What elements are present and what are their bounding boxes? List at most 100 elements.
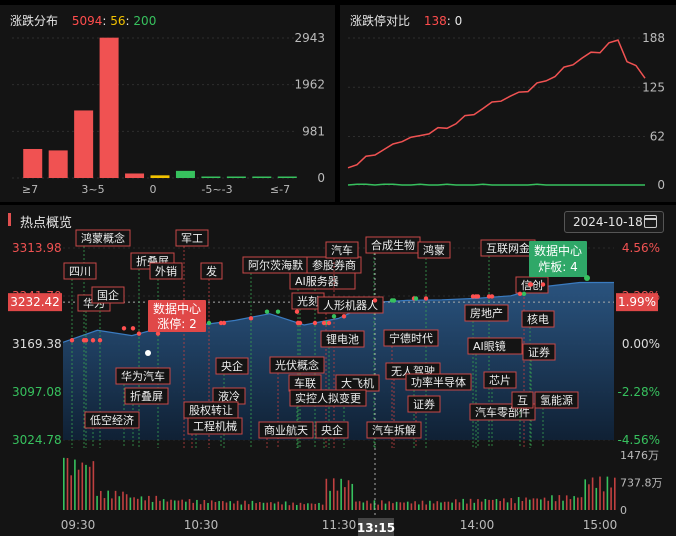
volume-bar — [247, 504, 250, 510]
title-accent — [8, 213, 11, 226]
volume-bar — [477, 499, 479, 510]
volume-bar — [284, 501, 287, 510]
tag-label: 芯片 — [489, 373, 511, 387]
volume-bar — [233, 503, 235, 510]
tag-box — [175, 229, 209, 247]
tag-label: AI眼镜 — [473, 339, 506, 353]
volume-bar — [558, 495, 561, 510]
volume-bar — [384, 503, 387, 510]
volume-bar — [103, 498, 106, 510]
distribution-title: 涨跌分布 — [10, 14, 59, 28]
bar--3~-1 — [201, 176, 221, 178]
left-tick-label: 3313.98 — [12, 241, 62, 255]
volume-bar — [580, 497, 583, 510]
limit-down-count: 0 — [454, 14, 463, 28]
volume-bar — [63, 457, 65, 510]
tag-box — [75, 229, 131, 247]
tag-box — [483, 371, 517, 389]
volume-bar — [366, 500, 368, 510]
volume-bar — [281, 504, 283, 510]
right-tick-label: 0.00% — [622, 337, 660, 351]
volume-bar — [403, 502, 405, 510]
volume-tick-label: 737.8万 — [620, 477, 663, 490]
tag-box — [315, 421, 349, 439]
tag-dot — [372, 298, 378, 303]
cursor-time-box — [358, 518, 394, 536]
volume-bar — [288, 505, 291, 510]
hotspot-chart: 3313.984.56%3241.702.28%3169.380.00%3097… — [8, 229, 663, 536]
cursor-time: 13:15 — [357, 521, 395, 535]
tag-label: 外销 — [155, 264, 177, 278]
volume-bar — [377, 504, 379, 510]
volume-bar — [510, 498, 513, 510]
tag-label: 低空经济 — [90, 413, 134, 427]
volume-bar — [81, 462, 84, 510]
volume-bar — [418, 504, 420, 510]
tag-box — [149, 262, 183, 280]
x-tick-label: 3~5 — [81, 183, 104, 196]
tag-dot — [218, 320, 224, 326]
volume-bar — [355, 501, 357, 510]
tag-dot — [326, 320, 332, 326]
calendar-icon[interactable] — [644, 215, 657, 228]
x-tick-label: 14:00 — [460, 518, 495, 532]
tag-box — [317, 296, 384, 314]
volume-bar — [321, 504, 324, 510]
tag-label: 商业航天 — [264, 423, 308, 437]
volume-bar — [573, 496, 575, 510]
volume-bar — [173, 500, 176, 510]
volume-bar — [614, 477, 616, 510]
volume-bar — [303, 504, 305, 510]
volume-bar — [480, 501, 483, 510]
volume-bar — [440, 502, 442, 510]
tag-dot — [248, 316, 254, 321]
right-tick-label: -2.28% — [618, 385, 660, 399]
volume-bar — [458, 502, 461, 510]
tag-dot — [130, 326, 136, 331]
volume-bar — [517, 497, 520, 510]
tag-label: 功率半导体 — [411, 375, 466, 389]
volume-bar — [454, 499, 457, 510]
tag-box — [215, 357, 249, 375]
volume-bar — [218, 501, 220, 510]
volume-bar — [251, 500, 254, 510]
volume-bar — [484, 498, 487, 510]
distribution-panel: 涨跌分布 5094: 56: 200 0 981 1962 2943 ≥7 3~5 0 -5~… — [0, 5, 335, 202]
volume-bar — [591, 477, 594, 510]
volume-bar — [277, 501, 280, 510]
bar-≤-7 — [277, 176, 297, 178]
tag-label: 股权转让 — [189, 403, 233, 417]
volume-bar — [244, 500, 246, 510]
volume-bar — [188, 499, 191, 510]
volume-bar — [273, 503, 276, 510]
limit-up-line — [347, 39, 646, 169]
bar-3~5 — [74, 110, 94, 178]
volume-bar — [325, 478, 328, 510]
volume-bar — [310, 503, 313, 510]
volume-bar — [74, 459, 76, 510]
tag-box — [511, 391, 534, 409]
distribution-title-row: 涨跌分布 5094: 56: 200 — [10, 12, 156, 29]
date-picker[interactable]: 2024-10-18 — [564, 211, 664, 233]
volume-bar — [222, 501, 224, 510]
y-tick-label: 0 — [657, 178, 665, 192]
tag-label: 折叠屏 — [130, 389, 163, 403]
volume-bar — [258, 502, 261, 510]
tag-label: 汽车拆解 — [372, 423, 416, 437]
x-tick-label: 11:30 — [322, 518, 357, 532]
tag-box — [366, 421, 422, 439]
tag-box — [407, 395, 441, 413]
tag-label: 氢能源 — [540, 393, 573, 407]
sep2: : — [125, 14, 130, 28]
tag-box — [534, 391, 579, 409]
volume-bar — [299, 502, 302, 510]
tag-label: 汽车 — [331, 243, 353, 257]
volume-bar — [148, 495, 150, 510]
volume-bar — [144, 500, 146, 510]
sep3: : — [446, 14, 451, 28]
tag-dot — [312, 320, 318, 326]
volume-bar — [133, 497, 135, 510]
tag-label: 互联网金 — [486, 241, 530, 255]
bar-0 — [150, 175, 170, 178]
hotspot-title: 热点概览 — [20, 216, 73, 231]
